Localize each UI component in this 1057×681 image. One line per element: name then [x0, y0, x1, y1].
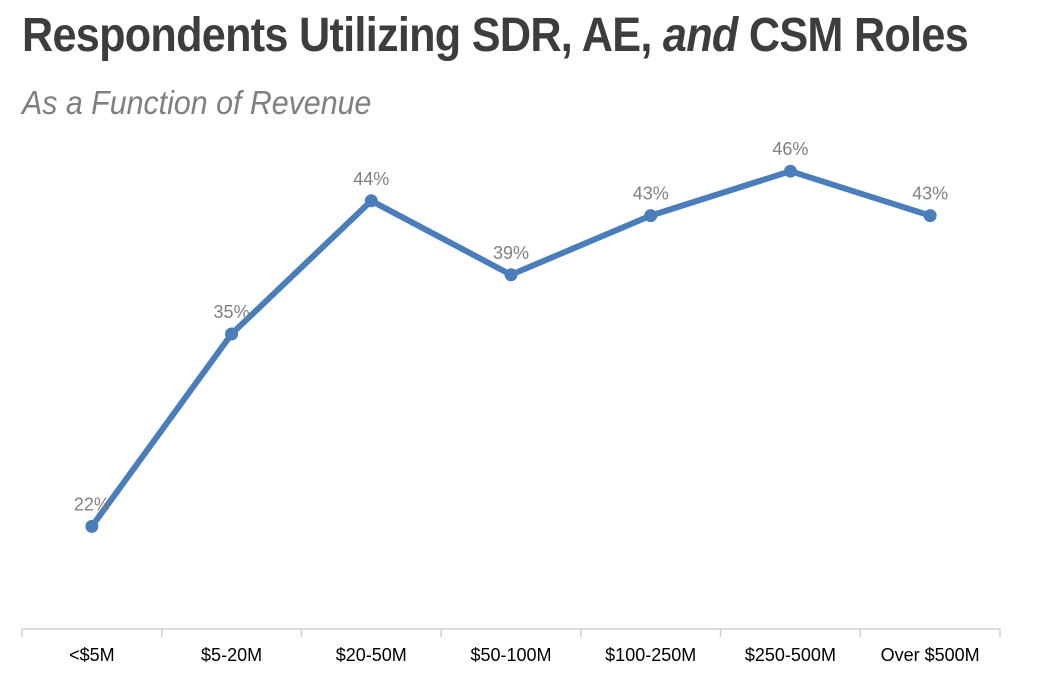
data-label: 22% [74, 494, 110, 514]
title-part-italic: and [662, 9, 738, 62]
data-point [504, 268, 518, 282]
x-tick-label: $100-250M [605, 645, 696, 665]
data-point [644, 209, 658, 223]
data-label: 44% [353, 169, 389, 189]
data-point [783, 164, 797, 178]
data-point [225, 327, 239, 341]
data-label: 43% [912, 184, 948, 204]
chart-subtitle: As a Function of Revenue [22, 84, 372, 121]
title-part-2: CSM Roles [737, 9, 969, 62]
x-tick-label: $250-500M [745, 645, 836, 665]
data-label: 39% [493, 243, 529, 263]
data-label: 43% [633, 184, 669, 204]
x-tick-label: Over $500M [881, 645, 980, 665]
data-point [923, 209, 937, 223]
data-label: 35% [214, 302, 250, 322]
data-label: 46% [772, 139, 808, 159]
data-point [85, 519, 99, 533]
x-tick-label: $50-100M [470, 645, 551, 665]
x-tick-label: $5-20M [201, 645, 262, 665]
x-tick-label: $20-50M [336, 645, 407, 665]
data-point [364, 194, 378, 208]
title-part-1: Respondents Utilizing SDR, AE, [22, 9, 663, 62]
series-line [88, 168, 934, 530]
chart-title: Respondents Utilizing SDR, AE, and CSM R… [22, 8, 969, 63]
x-tick-label: <$5M [69, 645, 115, 665]
